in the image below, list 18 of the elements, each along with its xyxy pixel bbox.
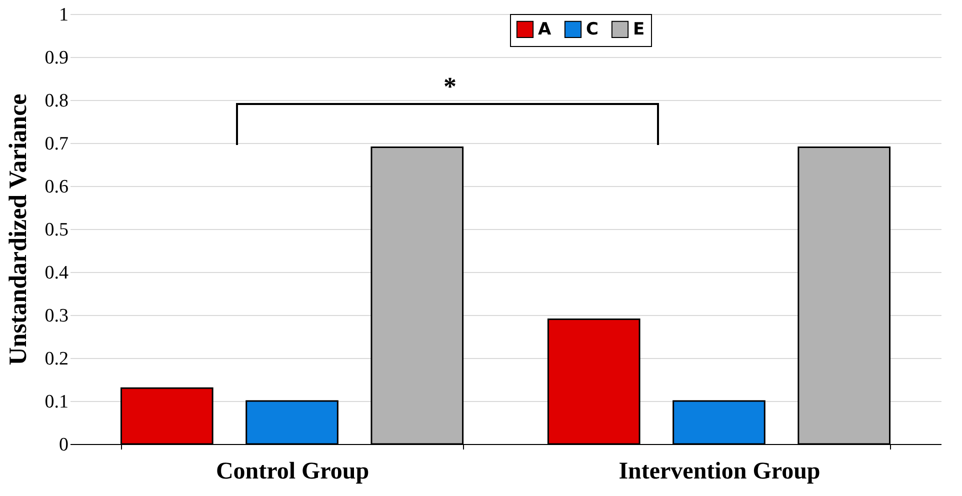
y-tick-label: 0.5 <box>44 220 68 240</box>
x-tick-label: Intervention Group <box>618 458 820 484</box>
annotation: * <box>442 72 458 102</box>
y-tick-label: 0.9 <box>44 48 68 68</box>
x-tick-label: Control Group <box>216 458 370 484</box>
y-tick-label: 0.4 <box>44 262 69 284</box>
y-tick-label: 0.1 <box>44 392 68 412</box>
y-tick-label: 1 <box>59 4 68 26</box>
y-tick-label: 0.6 <box>44 176 68 198</box>
legend-label: A <box>538 19 552 40</box>
y-tick-label: 0.8 <box>44 90 68 112</box>
y-tick-label: 0.3 <box>44 306 68 326</box>
legend-label: E <box>633 19 645 40</box>
y-axis-title: Unstandardized Variance <box>4 94 32 366</box>
y-tick-label: 0.7 <box>44 134 68 154</box>
y-tick-label: 0 <box>59 434 68 456</box>
y-tick-label: 0.2 <box>44 348 68 370</box>
legend-label: C <box>586 19 598 40</box>
